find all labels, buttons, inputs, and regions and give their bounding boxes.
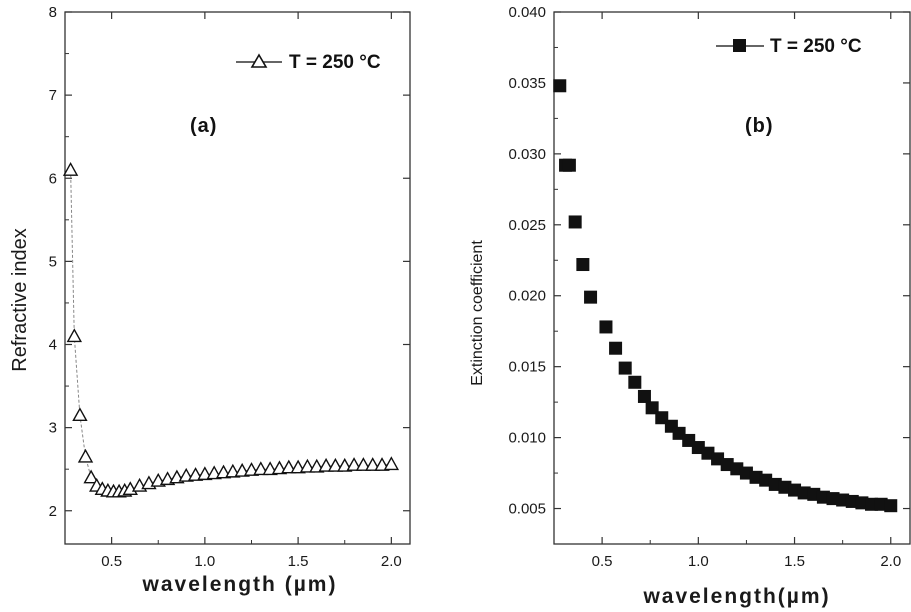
- data-point: [318, 457, 334, 472]
- y-tick-label: 3: [49, 420, 57, 437]
- data-point: [77, 448, 94, 463]
- panel-b-label: (b): [745, 115, 774, 137]
- panel-a-xlabel: wavelength (µm): [142, 573, 338, 596]
- x-tick-label: 1.5: [784, 553, 805, 570]
- y-tick-label: 0.005: [508, 501, 546, 518]
- data-point: [584, 290, 598, 304]
- data-point: [253, 461, 269, 476]
- panel-a-label: (a): [190, 115, 217, 137]
- x-tick-label: 2.0: [381, 553, 402, 570]
- data-point: [645, 401, 659, 415]
- panel-b-frame: [553, 11, 911, 545]
- panel-b-legend: T = 250 °C: [716, 36, 862, 57]
- legend-b-square-icon: [733, 39, 746, 52]
- data-point: [299, 458, 316, 473]
- data-point: [553, 79, 567, 93]
- data-point: [62, 161, 79, 176]
- y-tick-label: 6: [49, 170, 57, 187]
- panel-b: 0.5 1.0 1.5 2.0 0.005 0.010 0.015 0.020 0.025 0.0…: [469, 4, 911, 608]
- data-point: [66, 328, 83, 343]
- panel-a-points: [62, 161, 400, 498]
- data-point: [327, 457, 344, 472]
- panel-b-points: [553, 79, 898, 513]
- y-tick-label: 4: [49, 337, 57, 354]
- data-point: [609, 341, 623, 355]
- legend-a-text: T = 250 °C: [289, 52, 381, 73]
- y-tick-label: 0.040: [508, 4, 546, 21]
- data-point: [365, 457, 381, 471]
- data-point: [562, 158, 576, 172]
- data-point: [355, 457, 372, 471]
- data-point: [72, 407, 88, 422]
- data-point: [281, 459, 297, 474]
- y-tick-label: 5: [49, 253, 57, 270]
- panel-a-legend: T = 250 °C: [236, 52, 381, 73]
- series-line: [70, 169, 392, 493]
- panel-a-ticks: [64, 11, 410, 544]
- legend-a-triangle-icon: [250, 53, 268, 68]
- y-tick-label: 8: [49, 4, 57, 21]
- data-point: [576, 258, 590, 272]
- legend-b-text: T = 250 °C: [770, 36, 862, 57]
- y-tick-label: 0.010: [508, 430, 546, 447]
- panel-a-ylabel: Refractive index: [9, 228, 31, 371]
- data-point: [83, 469, 99, 484]
- panel-a-tick-labels: 0.5 1.0 1.5 2.0 2 3 4 5 6 7 8: [49, 4, 402, 570]
- data-point: [346, 457, 362, 471]
- x-tick-label: 2.0: [880, 553, 901, 570]
- y-tick-label: 7: [49, 87, 57, 104]
- panel-a-frame: [64, 11, 411, 545]
- data-point: [628, 375, 642, 389]
- panel-b-tick-labels: 0.5 1.0 1.5 2.0 0.005 0.010 0.015 0.020 0.025 0.0…: [508, 4, 901, 570]
- data-point: [618, 361, 632, 375]
- data-point: [599, 320, 613, 334]
- y-tick-label: 0.025: [508, 217, 546, 234]
- panel-b-xlabel: wavelength(µm): [642, 585, 830, 608]
- data-point: [383, 456, 400, 471]
- x-tick-label: 0.5: [592, 553, 613, 570]
- panel-a: 0.5 1.0 1.5 2.0 2 3 4 5 6 7 8 (a) T = 250 °C wavel…: [9, 4, 411, 596]
- y-tick-label: 0.020: [508, 288, 546, 305]
- x-tick-label: 0.5: [101, 553, 122, 570]
- x-tick-label: 1.5: [288, 553, 309, 570]
- y-tick-label: 2: [49, 503, 57, 520]
- y-tick-label: 0.035: [508, 75, 546, 92]
- y-tick-label: 0.015: [508, 359, 546, 376]
- data-point: [637, 389, 651, 403]
- data-point: [884, 499, 898, 513]
- x-tick-label: 1.0: [688, 553, 709, 570]
- x-tick-label: 1.0: [194, 553, 215, 570]
- panel-b-ylabel: Extinction coefficient: [469, 240, 486, 386]
- data-point: [568, 215, 582, 229]
- y-tick-label: 0.030: [508, 146, 546, 163]
